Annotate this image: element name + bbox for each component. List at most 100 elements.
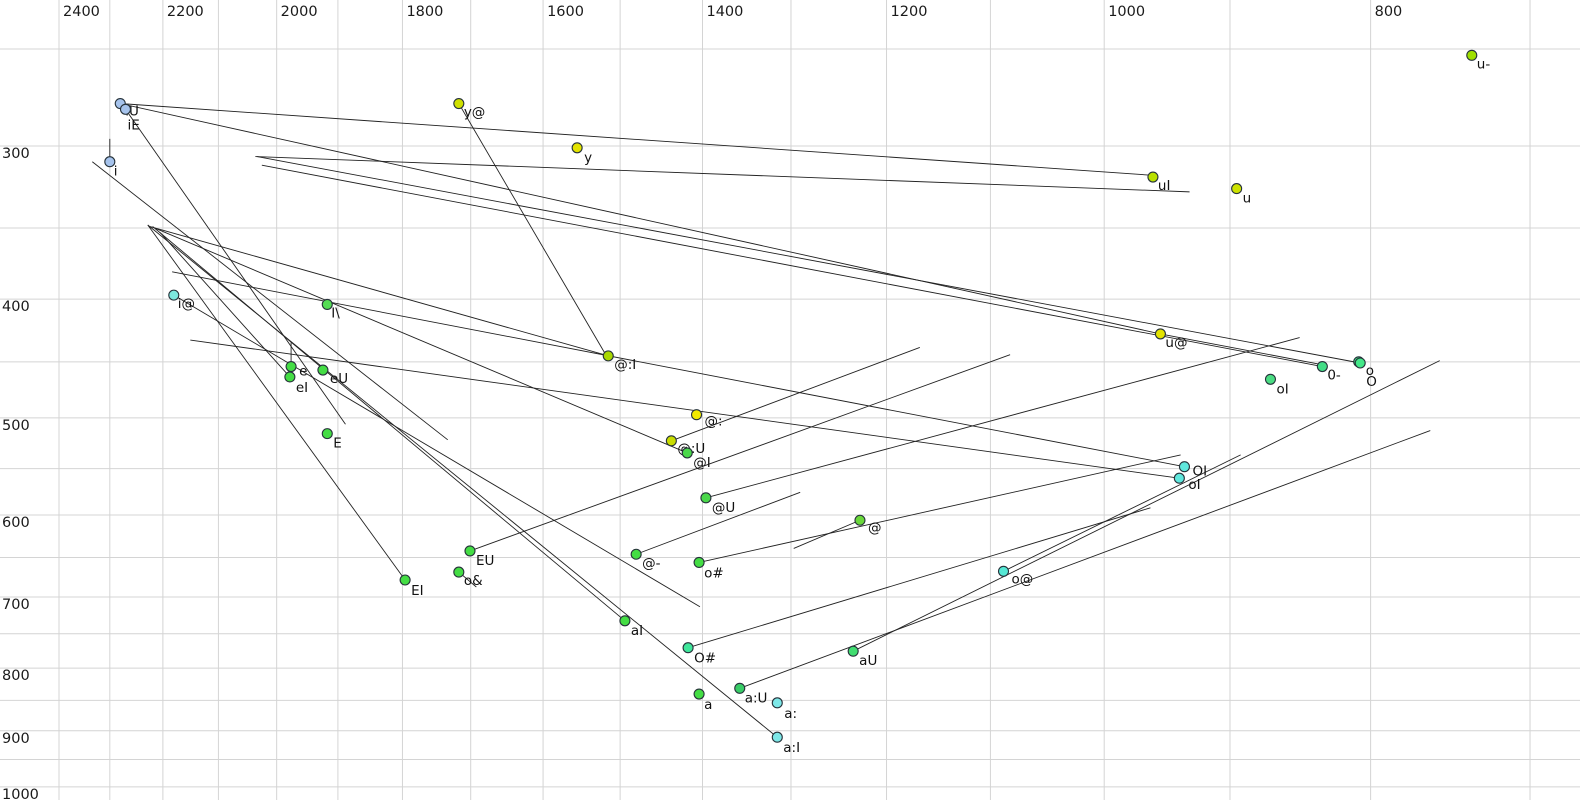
y-tick-label: 300 (2, 146, 30, 162)
axis-tick-labels: 2400 2200 2000 1800 1600 1400 1200 1000 800 300 40… (2, 4, 1402, 800)
vowel-point[interactable] (168, 289, 180, 301)
vowel-point[interactable] (771, 731, 783, 743)
trajectory-lines (92, 103, 1440, 738)
trajectory-line (458, 103, 605, 353)
y-tick-label: 900 (2, 731, 30, 747)
x-tick-label: 1800 (406, 4, 443, 20)
x-tick-label: 1600 (547, 4, 584, 20)
vowel-point[interactable] (682, 642, 694, 654)
vowel-label: @ (868, 520, 882, 536)
vowel-label: y@ (464, 105, 486, 121)
trajectory-line (92, 161, 449, 441)
vowel-label: @I (693, 455, 710, 471)
vowel-point[interactable] (602, 350, 614, 362)
vowel-point[interactable] (1354, 357, 1366, 369)
trajectory-line (154, 227, 688, 454)
vowel-point[interactable] (693, 556, 705, 568)
x-tick-label: 1000 (1108, 4, 1145, 20)
vowel-point[interactable] (1316, 360, 1328, 373)
vowel-point[interactable] (321, 298, 333, 310)
vowel-label: EI (411, 583, 424, 599)
vowel-point[interactable] (997, 565, 1010, 577)
trajectory-line (257, 156, 1361, 364)
vowel-point[interactable] (453, 566, 465, 578)
vowel-label: oI (1276, 381, 1288, 397)
vowel-point[interactable] (464, 545, 476, 557)
vowel-point[interactable] (1147, 171, 1159, 183)
vowel-label: u (1243, 191, 1252, 207)
vowel-label: iE (127, 117, 139, 133)
vowel-label: @: (705, 414, 723, 430)
trajectory-line (1003, 454, 1241, 572)
x-tick-label: 2000 (281, 4, 318, 20)
x-tick-label: 2200 (167, 4, 204, 20)
x-tick-label: 1400 (706, 4, 743, 20)
trajectory-line (705, 337, 1300, 499)
vowel-label: 0- (1327, 368, 1341, 384)
vowel-point[interactable] (630, 548, 642, 560)
vowel-point[interactable] (847, 645, 859, 657)
vowel-point[interactable] (1178, 461, 1190, 473)
vowel-label: i (114, 164, 118, 180)
vowel-label: O# (694, 651, 716, 667)
vowel-label: y (584, 150, 592, 166)
trajectory-line (261, 164, 1323, 367)
vowel-label: aU (859, 653, 877, 669)
vowel-point[interactable] (317, 364, 329, 376)
vowel-point[interactable] (1173, 472, 1185, 484)
vowel-point[interactable] (321, 428, 333, 440)
trajectory-line (147, 224, 778, 738)
vowel-label: I\ (331, 305, 340, 321)
vowel-label: O (1366, 374, 1377, 390)
vowel-label: E (333, 436, 342, 452)
vowel-point[interactable] (771, 697, 783, 709)
vowel-point[interactable] (284, 371, 296, 383)
trajectory-line (159, 232, 291, 378)
vowel-point[interactable] (700, 492, 712, 504)
vowel-label: @:I (614, 357, 636, 373)
vowel-point[interactable] (571, 142, 583, 154)
y-tick-label: 1000 (2, 787, 39, 800)
vowel-point[interactable] (453, 97, 465, 110)
vowel-label: uI (1158, 178, 1171, 194)
vowel-point[interactable] (1264, 373, 1277, 385)
trajectory-line (149, 226, 609, 357)
vowel-label: OI (1192, 464, 1207, 480)
vowel-point[interactable] (665, 435, 677, 447)
vowel-point[interactable] (104, 156, 116, 168)
vowel-point[interactable] (734, 682, 746, 694)
y-tick-label: 800 (2, 668, 30, 684)
y-tick-label: 600 (2, 515, 30, 531)
trajectory-line (687, 507, 1151, 649)
vowel-point[interactable] (285, 360, 297, 373)
vowel-label: u@ (1165, 335, 1187, 351)
trajectory-line (147, 224, 406, 581)
y-tick-label: 700 (2, 597, 30, 613)
trajectory-line (1160, 333, 1320, 365)
vowel-label: a (704, 697, 712, 713)
vowel-point[interactable] (854, 514, 866, 526)
trajectory-line (255, 156, 1190, 193)
vowel-label: a:U (745, 690, 768, 706)
vowel-point[interactable] (1466, 49, 1478, 61)
trajectory-line (469, 354, 1011, 552)
vowel-label: a: (784, 706, 797, 722)
vowel-label: aI (631, 623, 643, 639)
vowel-point[interactable] (119, 103, 132, 115)
vowel-point[interactable] (1154, 328, 1166, 340)
vowel-point[interactable] (619, 615, 631, 627)
vowel-point[interactable] (681, 447, 693, 459)
vowel-point[interactable] (693, 688, 705, 700)
vowel-label: eI (296, 380, 308, 396)
trajectory-line (173, 294, 701, 608)
vowel-label: oI (1188, 477, 1200, 493)
vowel-point[interactable] (399, 574, 411, 586)
vowel-point[interactable] (1231, 183, 1243, 195)
trajectory-line (125, 109, 346, 425)
vowel-label: @U (712, 500, 735, 516)
vowel-point[interactable] (690, 409, 703, 421)
trajectory-line (120, 103, 1161, 335)
vowel-label: o& (464, 573, 483, 589)
